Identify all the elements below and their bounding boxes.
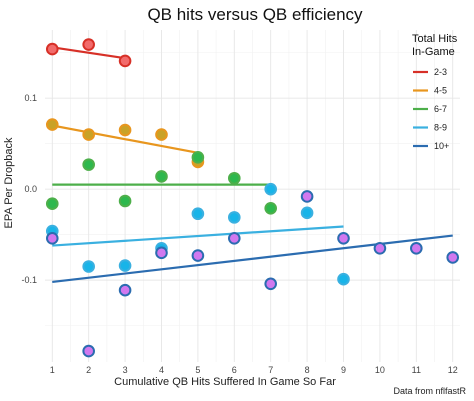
x-tick-label: 11	[412, 365, 421, 375]
point-4-5	[82, 128, 95, 141]
point-8-9	[337, 272, 350, 286]
legend-title-line-2: In-Game	[412, 46, 455, 58]
trend-line-10+	[52, 234, 453, 284]
point-10+	[337, 231, 350, 245]
legend: Total Hits In-Game 2-3 4-5 6-7 8-9 10+	[412, 33, 460, 151]
point-10+	[300, 190, 314, 203]
y-axis-title: EPA Per Dropback	[3, 137, 15, 228]
point-6-7	[118, 194, 132, 208]
x-tick-label: 12	[448, 365, 458, 375]
x-tick-label: 3	[123, 365, 128, 375]
point-4-5	[155, 128, 168, 141]
point-10+	[264, 277, 278, 291]
data-points	[45, 38, 460, 358]
x-axis-title: Cumulative QB Hits Suffered In Game So F…	[114, 376, 336, 388]
x-axis-ticks: 1 2 3 4 5 6 7 8 9 10 11 12	[50, 365, 458, 375]
point-8-9	[191, 207, 205, 221]
legend-label-6-7: 6-7	[434, 104, 447, 114]
point-8-9	[227, 211, 241, 224]
point-4-5	[45, 118, 59, 131]
y-tick-label: 0.1	[24, 93, 37, 103]
point-10+	[155, 246, 168, 260]
point-8-9	[264, 182, 278, 196]
point-4-5	[118, 123, 132, 137]
x-tick-label: 9	[341, 365, 346, 375]
point-10+	[118, 283, 132, 297]
legend-label-4-5: 4-5	[434, 86, 447, 96]
y-tick-label: -0.1	[21, 275, 37, 285]
point-10+	[446, 251, 460, 264]
caption: Data from nflfastR	[393, 386, 466, 396]
point-6-7	[155, 170, 168, 183]
legend-label-10+: 10+	[434, 141, 449, 151]
point-6-7	[45, 197, 59, 211]
point-10+	[45, 231, 59, 245]
legend-label-2-3: 2-3	[434, 67, 447, 77]
x-tick-label: 7	[268, 365, 273, 375]
x-tick-label: 5	[195, 365, 200, 375]
x-tick-label: 10	[375, 365, 385, 375]
point-2-3	[45, 42, 59, 56]
point-10+	[82, 344, 95, 358]
point-2-3	[118, 54, 132, 68]
x-tick-label: 4	[159, 365, 164, 375]
point-8-9	[82, 260, 95, 273]
point-6-7	[227, 171, 241, 185]
point-8-9	[300, 206, 314, 220]
legend-title: Total Hits In-Game	[412, 33, 460, 58]
point-8-9	[118, 259, 132, 272]
x-tick-label: 1	[50, 365, 55, 375]
x-tick-label: 8	[305, 365, 310, 375]
legend-title-line-1: Total Hits	[412, 33, 458, 45]
point-6-7	[264, 201, 278, 215]
trend-line-2-3	[52, 46, 126, 60]
point-10+	[227, 231, 241, 245]
point-6-7	[82, 158, 95, 171]
x-tick-label: 2	[86, 365, 91, 375]
point-10+	[373, 242, 387, 255]
point-10+	[410, 242, 423, 255]
chart-title: QB hits versus QB efficiency	[147, 5, 363, 24]
grid	[45, 30, 460, 362]
trend-lines	[52, 46, 453, 284]
legend-items: 2-3 4-5 6-7 8-9 10+	[413, 67, 449, 151]
y-axis-ticks: 0.1 0.0 -0.1	[21, 93, 37, 285]
legend-label-8-9: 8-9	[434, 123, 447, 133]
point-6-7	[191, 151, 205, 164]
point-2-3	[82, 38, 95, 51]
y-tick-label: 0.0	[24, 184, 37, 194]
point-10+	[191, 249, 205, 262]
x-tick-label: 6	[232, 365, 237, 375]
trend-line-4-5	[52, 124, 199, 154]
trend-line-8-9	[52, 225, 344, 247]
